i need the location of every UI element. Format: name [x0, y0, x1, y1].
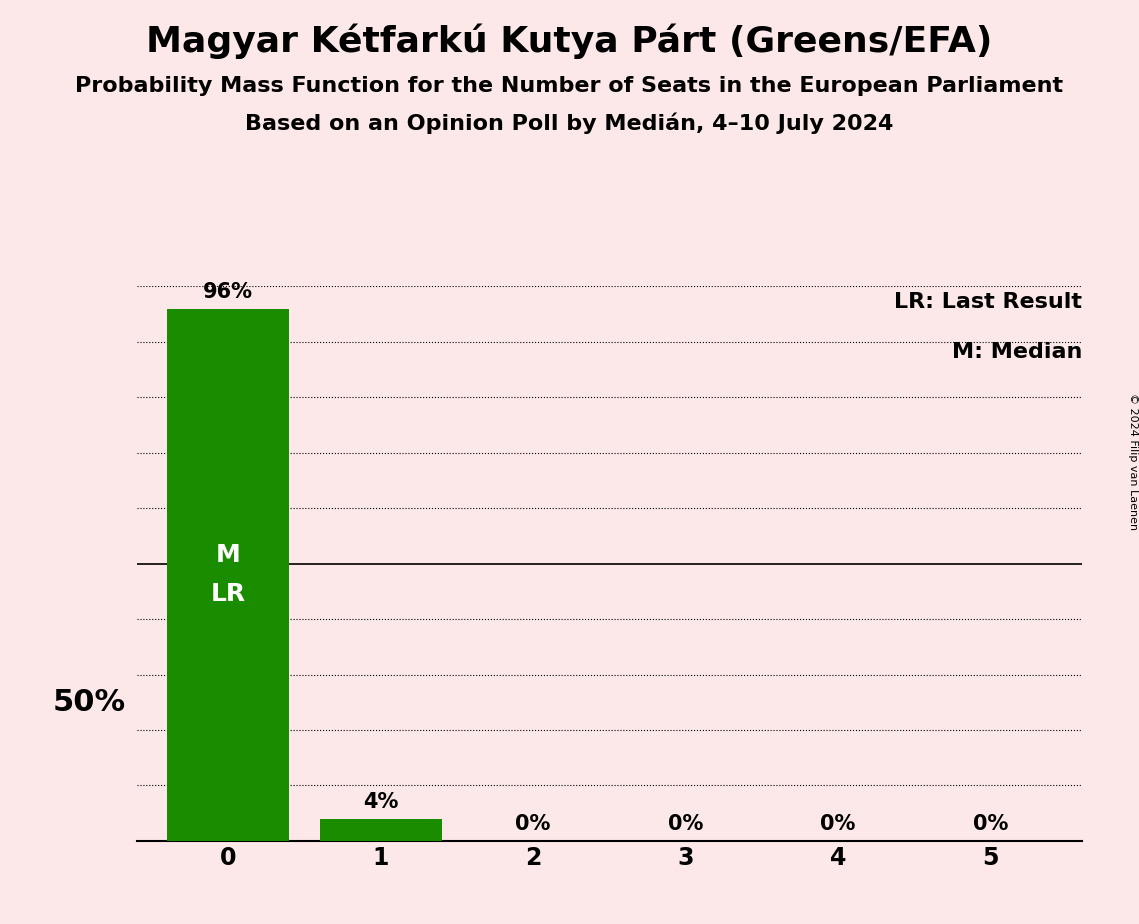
Text: LR: Last Result: LR: Last Result: [894, 292, 1082, 312]
Text: 96%: 96%: [203, 282, 253, 302]
Text: Magyar Kétfarkú Kutya Párt (Greens/EFA): Magyar Kétfarkú Kutya Párt (Greens/EFA): [146, 23, 993, 58]
Text: 0%: 0%: [516, 814, 551, 834]
Text: © 2024 Filip van Laenen: © 2024 Filip van Laenen: [1129, 394, 1138, 530]
Text: 50%: 50%: [52, 687, 125, 717]
Text: 0%: 0%: [820, 814, 855, 834]
Text: 0%: 0%: [973, 814, 1008, 834]
Text: Based on an Opinion Poll by Medián, 4–10 July 2024: Based on an Opinion Poll by Medián, 4–10…: [245, 113, 894, 134]
Text: Probability Mass Function for the Number of Seats in the European Parliament: Probability Mass Function for the Number…: [75, 76, 1064, 96]
Text: M: Median: M: Median: [952, 342, 1082, 362]
Text: 0%: 0%: [667, 814, 703, 834]
Bar: [320, 819, 442, 841]
Bar: [167, 309, 289, 841]
Text: LR: LR: [211, 582, 246, 606]
Text: 4%: 4%: [363, 792, 399, 812]
Text: M: M: [215, 543, 240, 567]
